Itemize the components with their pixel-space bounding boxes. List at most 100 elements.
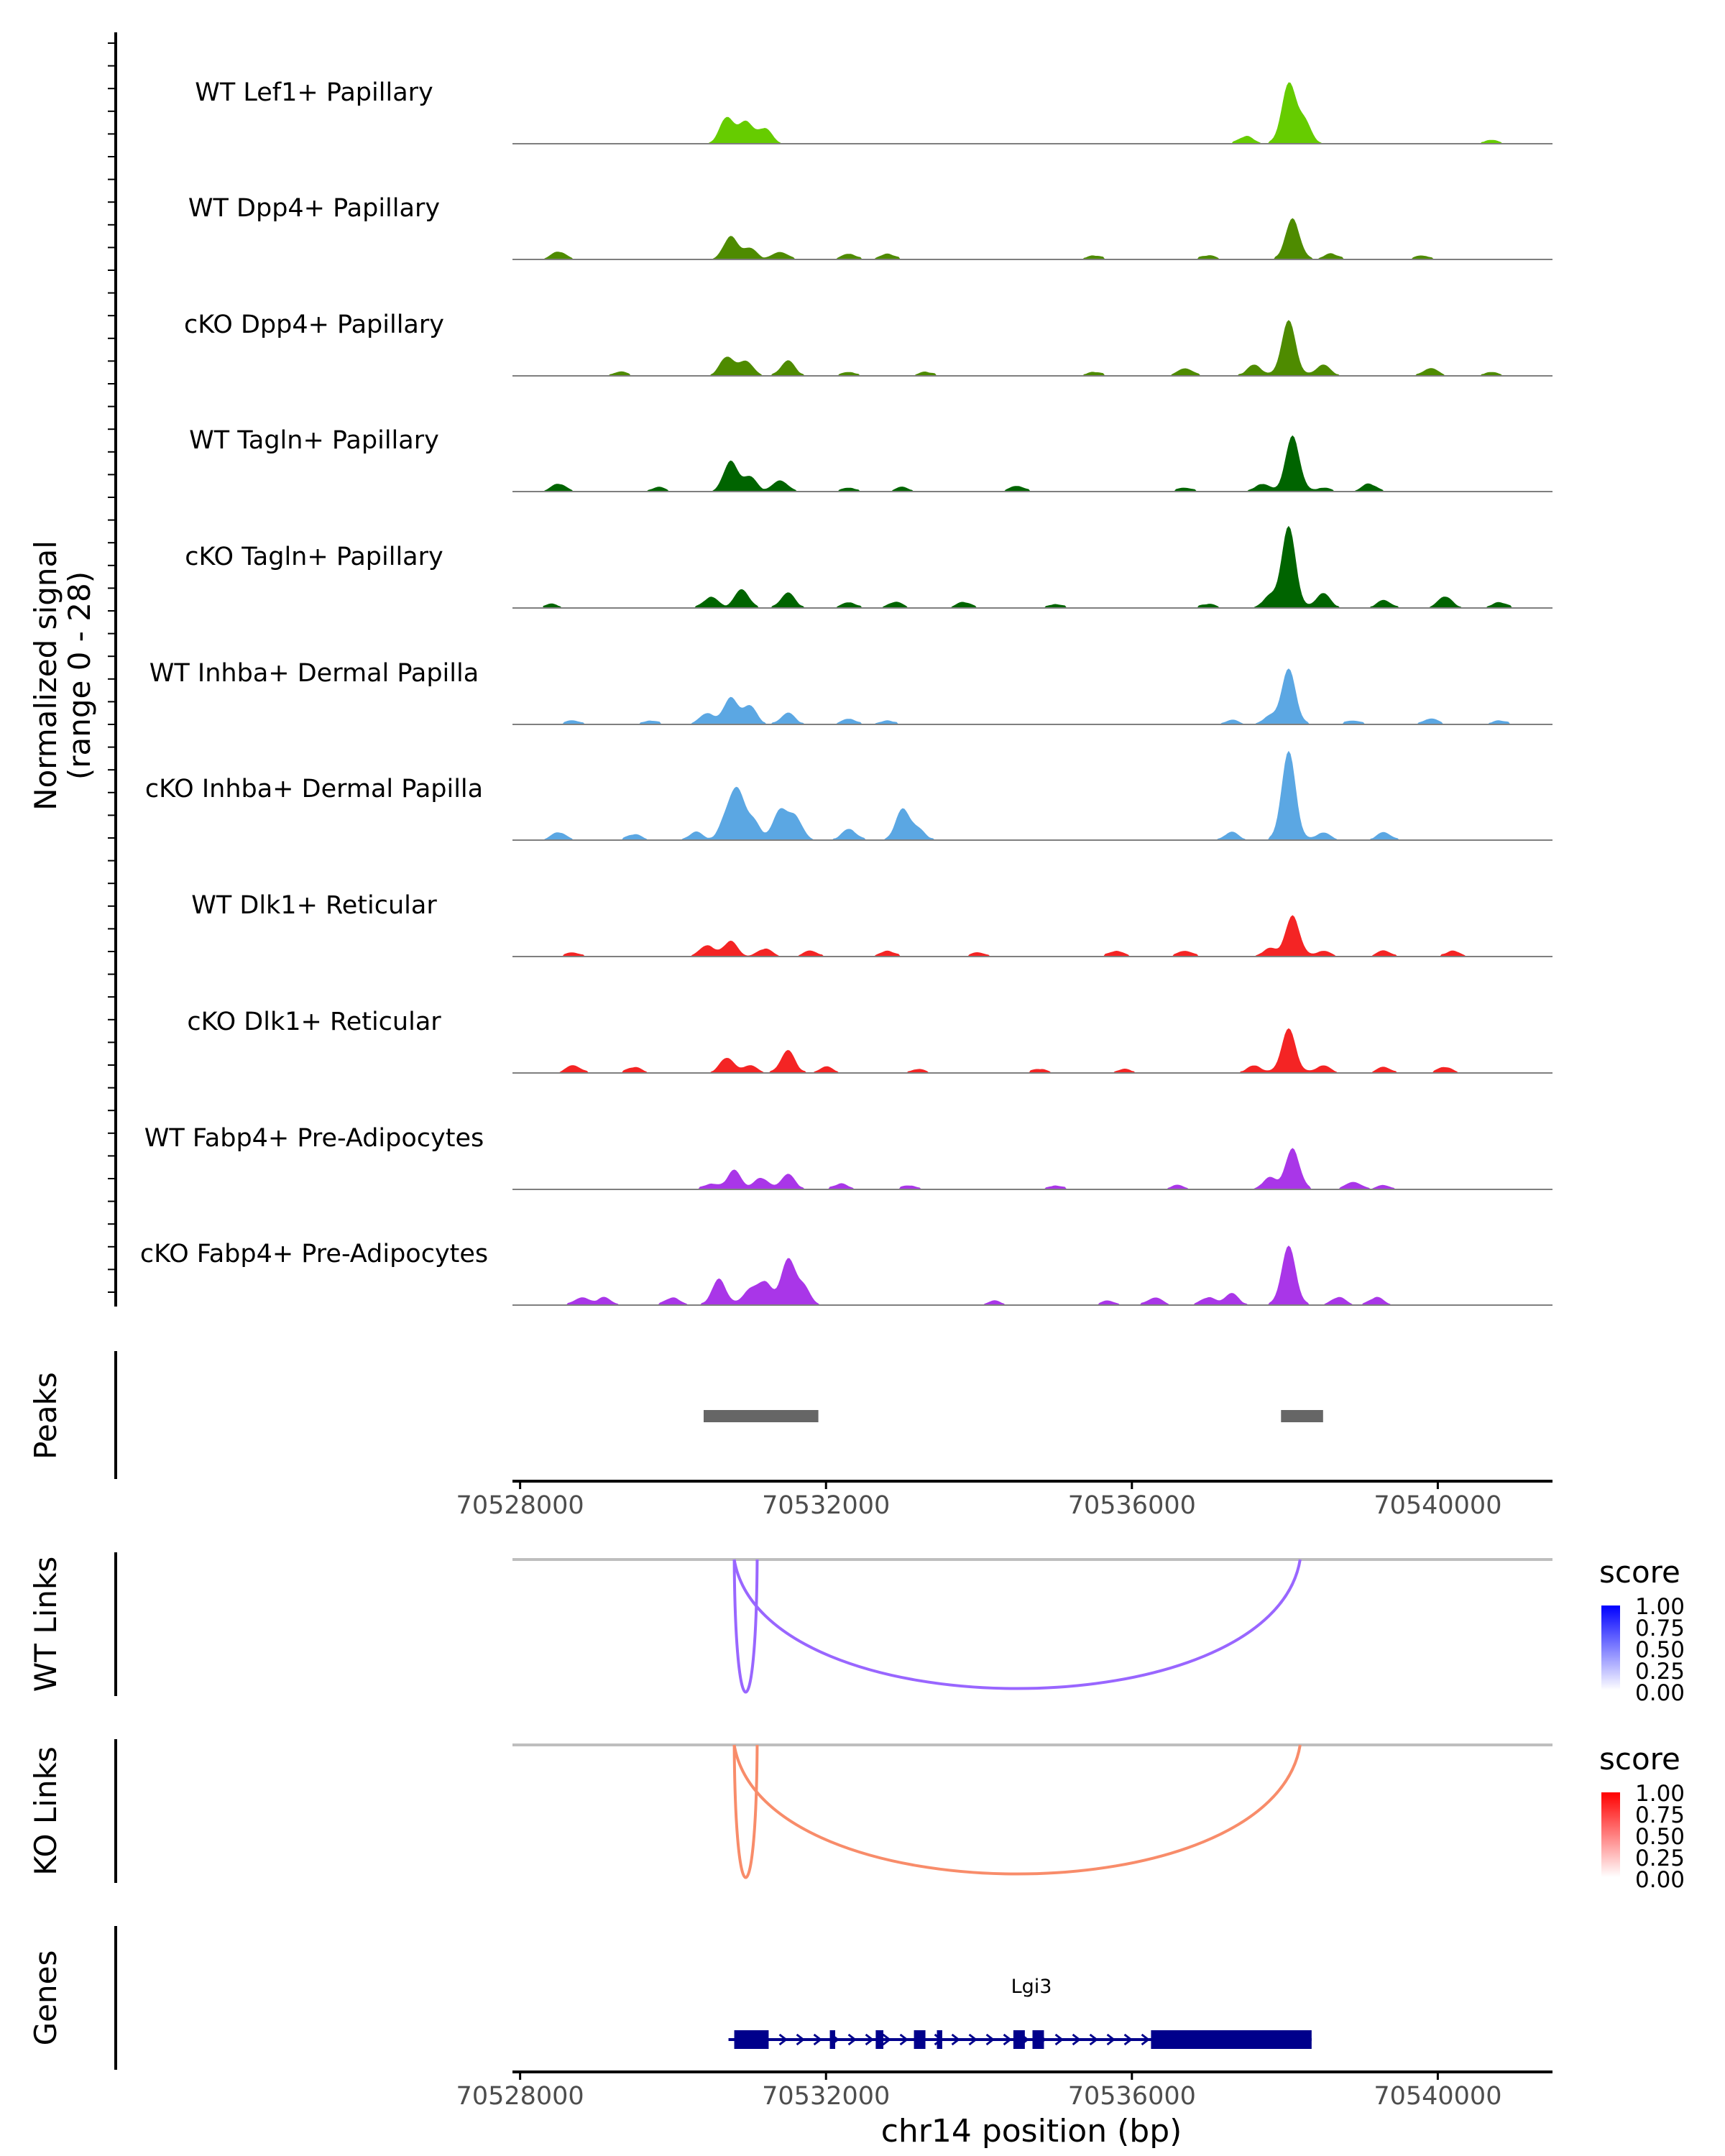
strand-arrow-icon (847, 2033, 857, 2046)
strand-arrow-icon (813, 2033, 822, 2046)
wt-legend-break: 0.50 (1635, 1637, 1685, 1663)
coverage-area (543, 1028, 1514, 1073)
track-label: cKO Fabp4+ Pre-Adipocytes (140, 1240, 488, 1268)
track-4: WT Tagln+ Papillary (189, 426, 1552, 492)
genes-panel: Genes Lgi3 (28, 1926, 1312, 2070)
strand-arrow-icon (899, 2033, 908, 2046)
track-label: WT Inhba+ Dermal Papilla (150, 659, 479, 688)
track-label: WT Dlk1+ Reticular (191, 891, 437, 920)
coverage-area (543, 750, 1514, 840)
exon (1013, 2030, 1025, 2049)
coverage-area (543, 1245, 1514, 1305)
strand-arrow-icon (1141, 2033, 1150, 2046)
exon (1032, 2030, 1044, 2049)
track-5: cKO Tagln+ Papillary (185, 525, 1552, 609)
track-label: WT Dpp4+ Papillary (188, 194, 440, 223)
track-label: WT Fabp4+ Pre-Adipocytes (144, 1124, 484, 1153)
track-label: cKO Inhba+ Dermal Papilla (145, 775, 483, 803)
gene-name-label: Lgi3 (1011, 1976, 1052, 1998)
ko-legend-title: score (1599, 1741, 1680, 1777)
strand-arrow-icon (951, 2033, 960, 2046)
exon (875, 2030, 884, 2049)
strand-arrow-icon (1106, 2033, 1116, 2046)
position-axis-bottom: 70528000 70532000 70536000 70540000 (456, 2070, 1552, 2111)
track-11: cKO Fabp4+ Pre-Adipocytes (140, 1240, 1552, 1306)
exon (829, 2030, 835, 2049)
ko-links-label: KO Links (28, 1746, 63, 1876)
exon (937, 2030, 942, 2049)
signal-y-ticks (108, 42, 116, 1293)
wt-legend-break: 0.25 (1635, 1659, 1685, 1685)
track-label: cKO Dlk1+ Reticular (187, 1008, 441, 1036)
exon (914, 2030, 926, 2049)
axis-tick-label: 70540000 (1374, 2082, 1501, 2111)
ko-legend-break: 0.00 (1635, 1867, 1685, 1893)
track-label: cKO Dpp4+ Papillary (184, 310, 444, 339)
ko-score-legend: score 1.00 0.75 0.50 0.25 0.00 (1599, 1741, 1685, 1893)
strand-arrow-icon (985, 2033, 995, 2046)
strand-arrow-icon (1003, 2033, 1012, 2046)
gene-model-lgi3 (728, 2030, 1312, 2049)
wt-links-label: WT Links (28, 1557, 63, 1692)
track-9: cKO Dlk1+ Reticular (187, 1008, 1552, 1074)
ko-legend-break: 0.75 (1635, 1802, 1685, 1828)
wt-legend-title: score (1599, 1554, 1680, 1590)
coverage-area (543, 82, 1514, 144)
peak-bar (1281, 1410, 1323, 1422)
axis-tick-label: 70532000 (762, 2082, 890, 2111)
axis-tick-label: 70528000 (456, 2082, 584, 2111)
wt-legend-break: 1.00 (1635, 1594, 1685, 1620)
coverage-area (543, 1148, 1514, 1189)
wt-legend-colorbar (1601, 1606, 1620, 1690)
coverage-area (543, 525, 1514, 608)
axis-tick-label: 70532000 (762, 1491, 890, 1520)
wt-links-panel: WT Links (28, 1552, 1552, 1696)
ko-legend-colorbar (1601, 1792, 1620, 1877)
peaks-label: Peaks (28, 1372, 63, 1460)
axis-tick-label: 70528000 (456, 1491, 584, 1520)
coverage-area (543, 435, 1514, 492)
track-2: WT Dpp4+ Papillary (188, 194, 1552, 260)
wt-legend-break: 0.00 (1635, 1680, 1685, 1706)
coverage-area (543, 668, 1514, 724)
link-arc (732, 1559, 759, 1694)
track-label: WT Lef1+ Papillary (195, 78, 433, 107)
track-label: WT Tagln+ Papillary (189, 426, 439, 455)
link-arc (732, 1744, 759, 1879)
strand-arrow-icon (1072, 2033, 1081, 2046)
wt-score-legend: score 1.00 0.75 0.50 0.25 0.00 (1599, 1554, 1685, 1706)
track-3: cKO Dpp4+ Papillary (184, 310, 1552, 377)
link-arc (732, 1559, 1302, 1690)
coverage-tracks: WT Lef1+ Papillary WT Dpp4+ Papillary cKO … (140, 78, 1552, 1306)
wt-legend-breaks: 1.00 0.75 0.50 0.25 0.00 (1635, 1594, 1685, 1706)
exon (1151, 2030, 1312, 2049)
strand-arrow-icon (796, 2033, 805, 2046)
strand-arrow-icon (778, 2033, 788, 2046)
ko-link-arcs (732, 1744, 1302, 1879)
peak-bar (703, 1410, 819, 1422)
track-label: cKO Tagln+ Papillary (185, 543, 443, 571)
x-axis-label: chr14 position (bp) (881, 2113, 1182, 2150)
peak-bars (703, 1410, 1323, 1422)
ko-legend-break: 0.50 (1635, 1824, 1685, 1850)
strand-arrow-icon (1054, 2033, 1064, 2046)
ko-links-panel: KO Links (28, 1739, 1552, 1883)
coverage-area (543, 218, 1514, 259)
position-axis-middle: 70528000 70532000 70536000 70540000 (456, 1480, 1552, 1520)
signal-y-axis (108, 32, 117, 1307)
ko-legend-break: 1.00 (1635, 1781, 1685, 1807)
axis-tick-label: 70540000 (1374, 1491, 1501, 1520)
link-arc (732, 1744, 1302, 1876)
coverage-area (543, 915, 1514, 957)
peaks-panel: Peaks (28, 1351, 1323, 1479)
signal-ylabel-line2: (range 0 - 28) (62, 571, 97, 780)
strand-arrow-icon (865, 2033, 874, 2046)
track-7: cKO Inhba+ Dermal Papilla (145, 750, 1552, 841)
track-8: WT Dlk1+ Reticular (191, 891, 1552, 957)
strand-arrow-icon (1089, 2033, 1098, 2046)
ko-legend-break: 0.25 (1635, 1846, 1685, 1871)
wt-link-arcs (732, 1559, 1302, 1694)
wt-legend-break: 0.75 (1635, 1616, 1685, 1641)
track-1: WT Lef1+ Papillary (195, 78, 1552, 144)
